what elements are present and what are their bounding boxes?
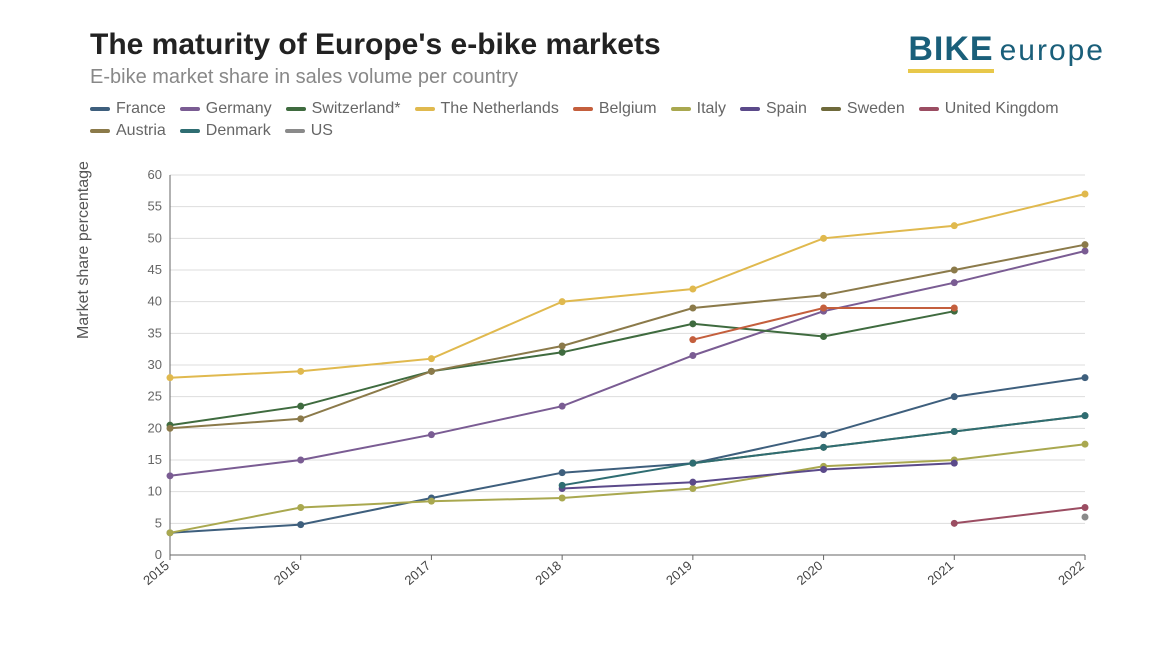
legend-swatch: [286, 107, 306, 111]
legend-item: Spain: [740, 100, 807, 118]
chart-legend: France Germany Switzerland* The Netherlands…: [90, 100, 1115, 140]
svg-text:20: 20: [148, 420, 162, 435]
svg-text:2022: 2022: [1055, 558, 1087, 588]
legend-label: United Kingdom: [945, 100, 1059, 118]
legend-label: US: [311, 122, 333, 140]
legend-item: Switzerland*: [286, 100, 401, 118]
svg-text:2019: 2019: [663, 558, 695, 588]
legend-label: Germany: [206, 100, 272, 118]
legend-label: Spain: [766, 100, 807, 118]
legend-swatch: [180, 129, 200, 133]
svg-text:2018: 2018: [532, 558, 564, 588]
svg-text:60: 60: [148, 167, 162, 182]
svg-text:10: 10: [148, 484, 162, 499]
legend-label: Belgium: [599, 100, 657, 118]
chart-plot-area: 0510152025303540455055602015201620172018…: [130, 165, 1095, 595]
svg-text:55: 55: [148, 199, 162, 214]
svg-text:2021: 2021: [924, 558, 956, 588]
svg-text:25: 25: [148, 389, 162, 404]
legend-item: The Netherlands: [415, 100, 559, 118]
svg-text:2020: 2020: [794, 558, 826, 588]
brand-logo-bike: BIKE: [908, 30, 993, 73]
legend-item: Austria: [90, 122, 166, 140]
brand-logo: BIKEeurope: [908, 30, 1105, 73]
svg-text:2017: 2017: [402, 558, 434, 588]
legend-item: Germany: [180, 100, 272, 118]
y-axis-label: Market share percentage: [75, 161, 93, 339]
svg-text:40: 40: [148, 294, 162, 309]
legend-swatch: [740, 107, 760, 111]
legend-swatch: [285, 129, 305, 133]
legend-label: Denmark: [206, 122, 271, 140]
svg-text:45: 45: [148, 262, 162, 277]
brand-logo-europe: europe: [1000, 34, 1105, 67]
legend-swatch: [919, 107, 939, 111]
legend-swatch: [90, 107, 110, 111]
svg-text:2016: 2016: [271, 558, 303, 588]
legend-swatch: [821, 107, 841, 111]
legend-swatch: [671, 107, 691, 111]
legend-item: Sweden: [821, 100, 905, 118]
svg-text:2015: 2015: [140, 558, 172, 588]
legend-label: Italy: [697, 100, 726, 118]
svg-text:35: 35: [148, 325, 162, 340]
legend-label: Austria: [116, 122, 166, 140]
legend-item: United Kingdom: [919, 100, 1059, 118]
legend-item: US: [285, 122, 333, 140]
svg-text:30: 30: [148, 357, 162, 372]
chart-container: The maturity of Europe's e-bike markets …: [0, 0, 1155, 649]
svg-text:50: 50: [148, 230, 162, 245]
legend-item: Italy: [671, 100, 726, 118]
legend-label: The Netherlands: [441, 100, 559, 118]
chart-svg: 0510152025303540455055602015201620172018…: [130, 165, 1095, 595]
legend-swatch: [90, 129, 110, 133]
svg-text:15: 15: [148, 452, 162, 467]
legend-item: Denmark: [180, 122, 271, 140]
legend-label: Switzerland*: [312, 100, 401, 118]
legend-swatch: [415, 107, 435, 111]
legend-swatch: [180, 107, 200, 111]
legend-item: Belgium: [573, 100, 657, 118]
legend-item: France: [90, 100, 166, 118]
svg-text:5: 5: [155, 515, 162, 530]
legend-swatch: [573, 107, 593, 111]
legend-label: Sweden: [847, 100, 905, 118]
legend-label: France: [116, 100, 166, 118]
